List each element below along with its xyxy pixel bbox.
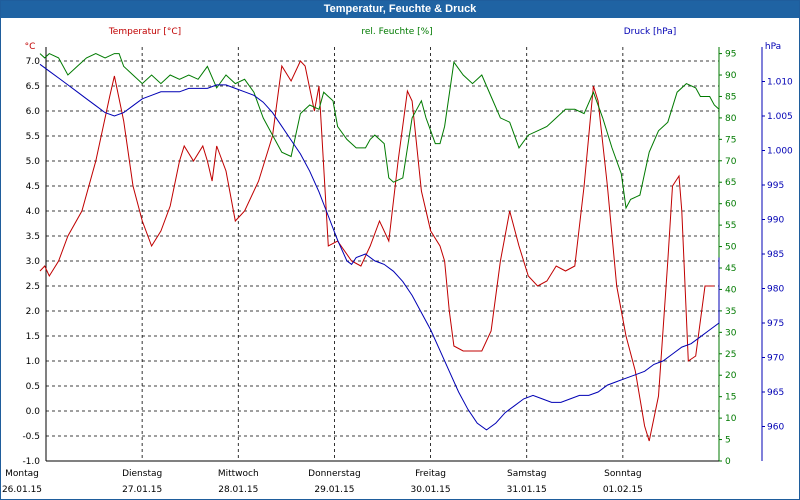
window-title: Temperatur, Feuchte & Druck [1,1,799,18]
humidity-axis-label: rel. Feuchte [%] [361,27,432,37]
tick-labels: 7.06.56.05.55.04.54.03.53.02.52.01.51.00… [2,50,793,495]
x-tick-date: 27.01.15 [122,485,162,495]
humidity-tick-label: 45 [725,264,736,274]
x-tick-day: Donnerstag [308,469,361,479]
pressure-tick-label: 960 [767,423,784,433]
pressure-unit-label: hPa [765,42,781,52]
axis-labels: Temperatur [°C] rel. Feuchte [%] Druck [… [25,27,782,52]
humidity-tick-label: 60 [725,200,737,210]
temperature-tick-label: 6.5 [26,82,40,92]
temperature-tick-label: 7.0 [26,57,41,67]
humidity-tick-label: 50 [725,243,737,253]
pressure-tick-label: 985 [767,250,784,260]
pressure-tick-label: 980 [767,285,784,295]
temperature-tick-label: 5.5 [26,132,40,142]
x-tick-day: Sonntag [604,469,641,479]
temperature-tick-label: -0.5 [22,432,40,442]
humidity-tick-label: 80 [725,114,737,124]
temperature-tick-label: 1.0 [26,357,41,367]
pressure-tick-label: 1.010 [767,78,793,88]
pressure-tick-label: 990 [767,216,784,226]
grid-lines [45,47,765,462]
humidity-tick-label: 10 [725,414,737,424]
x-tick-day: Mittwoch [218,469,259,479]
x-tick-date: 28.01.15 [218,485,258,495]
temperature-tick-label: 2.0 [26,307,41,317]
humidity-tick-label: 90 [725,71,737,81]
x-tick-date: 29.01.15 [314,485,354,495]
temperature-tick-label: -1.0 [22,457,40,467]
temperature-unit-label: °C [25,42,36,52]
humidity-tick-label: 20 [725,371,737,381]
humidity-tick-label: 75 [725,135,736,145]
x-tick-day: Samstag [507,469,546,479]
humidity-tick-label: 0 [725,457,731,467]
temperature-tick-label: 2.5 [26,282,40,292]
pressure-tick-label: 995 [767,181,784,191]
x-tick-day: Freitag [415,469,446,479]
temperature-tick-label: 3.0 [26,257,41,267]
temperature-tick-label: 6.0 [26,107,41,117]
humidity-tick-label: 30 [725,328,737,338]
humidity-tick-label: 85 [725,92,736,102]
temperature-tick-label: 0.5 [26,382,40,392]
humidity-tick-label: 15 [725,393,736,403]
pressure-tick-label: 1.000 [767,147,793,157]
x-tick-date: 30.01.15 [411,485,451,495]
temperature-tick-label: 4.0 [26,207,41,217]
pressure-tick-label: 970 [767,354,784,364]
humidity-tick-label: 55 [725,221,736,231]
humidity-tick-label: 40 [725,285,737,295]
temperature-tick-label: 5.0 [26,157,41,167]
x-tick-date: 01.02.15 [603,485,643,495]
humidity-tick-label: 65 [725,178,736,188]
x-tick-date: 31.01.15 [507,485,547,495]
temperature-tick-label: 1.5 [26,332,40,342]
temperature-tick-label: 0.0 [26,407,41,417]
humidity-tick-label: 35 [725,307,736,317]
temperature-tick-label: 3.5 [26,232,40,242]
humidity-tick-label: 70 [725,157,737,167]
x-tick-date: 26.01.15 [2,485,42,495]
humidity-tick-label: 5 [725,436,731,446]
pressure-series-line [39,63,720,431]
pressure-tick-label: 975 [767,319,784,329]
temperature-axis-label: Temperatur [°C] [108,27,181,37]
data-series [39,53,720,442]
humidity-tick-label: 25 [725,350,736,360]
pressure-tick-label: 965 [767,388,784,398]
pressure-axis-label: Druck [hPa] [624,27,677,37]
humidity-tick-label: 95 [725,50,736,60]
x-tick-day: Dienstag [122,469,162,479]
pressure-tick-label: 1.005 [767,112,793,122]
temperature-series-line [39,60,715,442]
temperature-tick-label: 4.5 [26,182,40,192]
humidity-series-line [39,53,720,210]
x-tick-day: Montag [5,469,39,479]
